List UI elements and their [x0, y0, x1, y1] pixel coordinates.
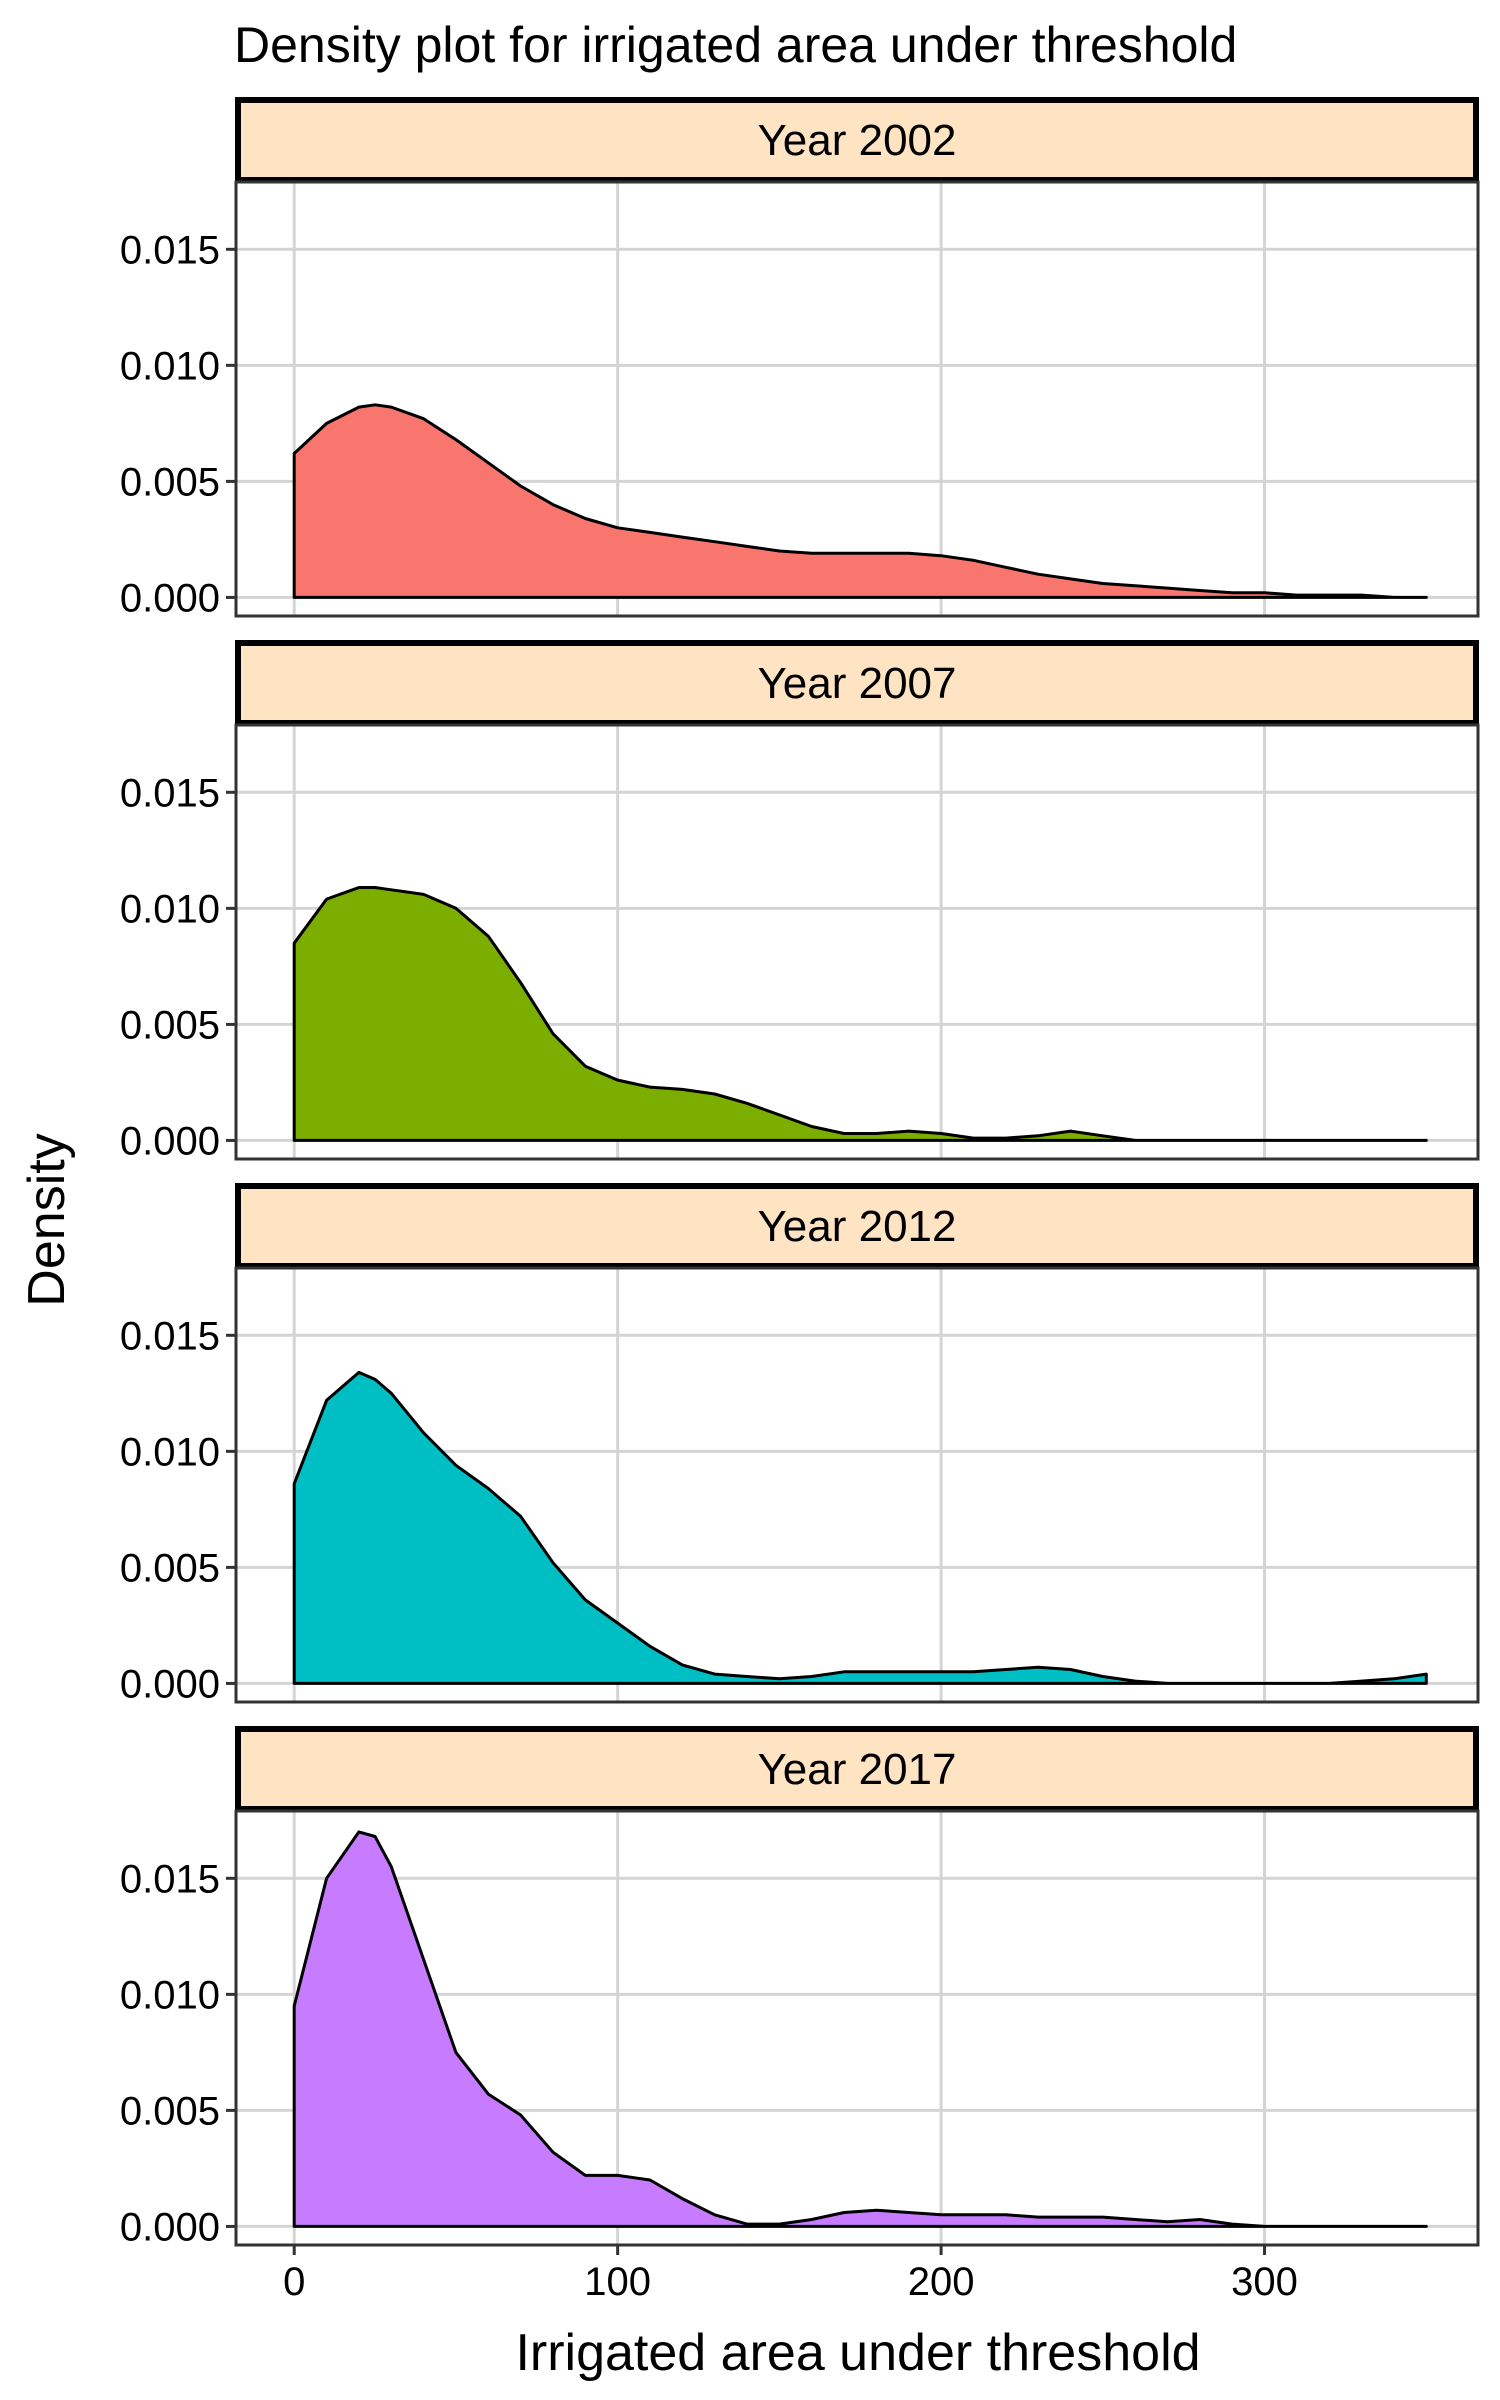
y-tick-label: 0.010	[120, 1430, 220, 1474]
strip-label: Year 2007	[757, 659, 956, 708]
x-tick-label: 300	[1231, 2260, 1298, 2304]
panel-border	[234, 180, 1480, 618]
panel-border	[234, 723, 1480, 1161]
panel-border	[234, 1809, 1480, 2247]
strip-label: Year 2012	[757, 1202, 956, 1251]
density-area	[292, 886, 1428, 1142]
strip-label: Year 2002	[757, 116, 956, 165]
facet-panel-1: Year 2002 0.000 0.005 0.010 0.015	[120, 97, 1480, 620]
y-tick-label: 0.015	[120, 1314, 220, 1358]
density-area	[292, 1830, 1428, 2228]
y-tick-label: 0.000	[120, 1662, 220, 1706]
x-tick-label: 0	[283, 2260, 305, 2304]
y-tick-label: 0.015	[120, 1857, 220, 1901]
x-axis-title: Irrigated area under threshold	[515, 2324, 1200, 2382]
strip-header	[235, 1726, 1479, 1812]
y-tick-label: 0.000	[120, 2205, 220, 2249]
x-tick-label: 100	[584, 2260, 651, 2304]
facet-panel-3: Year 2012 0.000 0.005 0.010 0.015	[120, 1183, 1480, 1706]
strip-header	[235, 1183, 1479, 1269]
strip-header	[235, 97, 1479, 183]
y-tick-label: 0.000	[120, 1119, 220, 1163]
y-tick-label: 0.000	[120, 576, 220, 620]
y-tick-label: 0.005	[120, 1546, 220, 1590]
facet-panel-2: Year 2007 0.000 0.005 0.010 0.015	[120, 640, 1480, 1163]
y-tick-label: 0.015	[120, 228, 220, 272]
y-tick-label: 0.005	[120, 460, 220, 504]
x-tick-label: 200	[908, 2260, 975, 2304]
y-tick-label: 0.015	[120, 771, 220, 815]
density-area	[292, 1370, 1428, 1685]
strip-header	[235, 640, 1479, 726]
y-tick-label: 0.010	[120, 1973, 220, 2017]
y-tick-label: 0.005	[120, 2089, 220, 2133]
y-tick-label: 0.010	[120, 344, 220, 388]
y-axis-title: Density	[18, 1133, 76, 1306]
density-area	[292, 403, 1428, 599]
facet-panel-4: Year 2017 0.000 0.005 0.010 0.015 0 100 200 300	[120, 1726, 1480, 2304]
chart-title: Density plot for irrigated area under th…	[234, 17, 1237, 73]
panel-border	[234, 1266, 1480, 1704]
y-tick-label: 0.005	[120, 1003, 220, 1047]
facet-panels: Year 2002 0.000 0.005 0.010 0.015 Year 2007 0.…	[120, 97, 1480, 2304]
strip-label: Year 2017	[757, 1745, 956, 1794]
y-tick-label: 0.010	[120, 887, 220, 931]
